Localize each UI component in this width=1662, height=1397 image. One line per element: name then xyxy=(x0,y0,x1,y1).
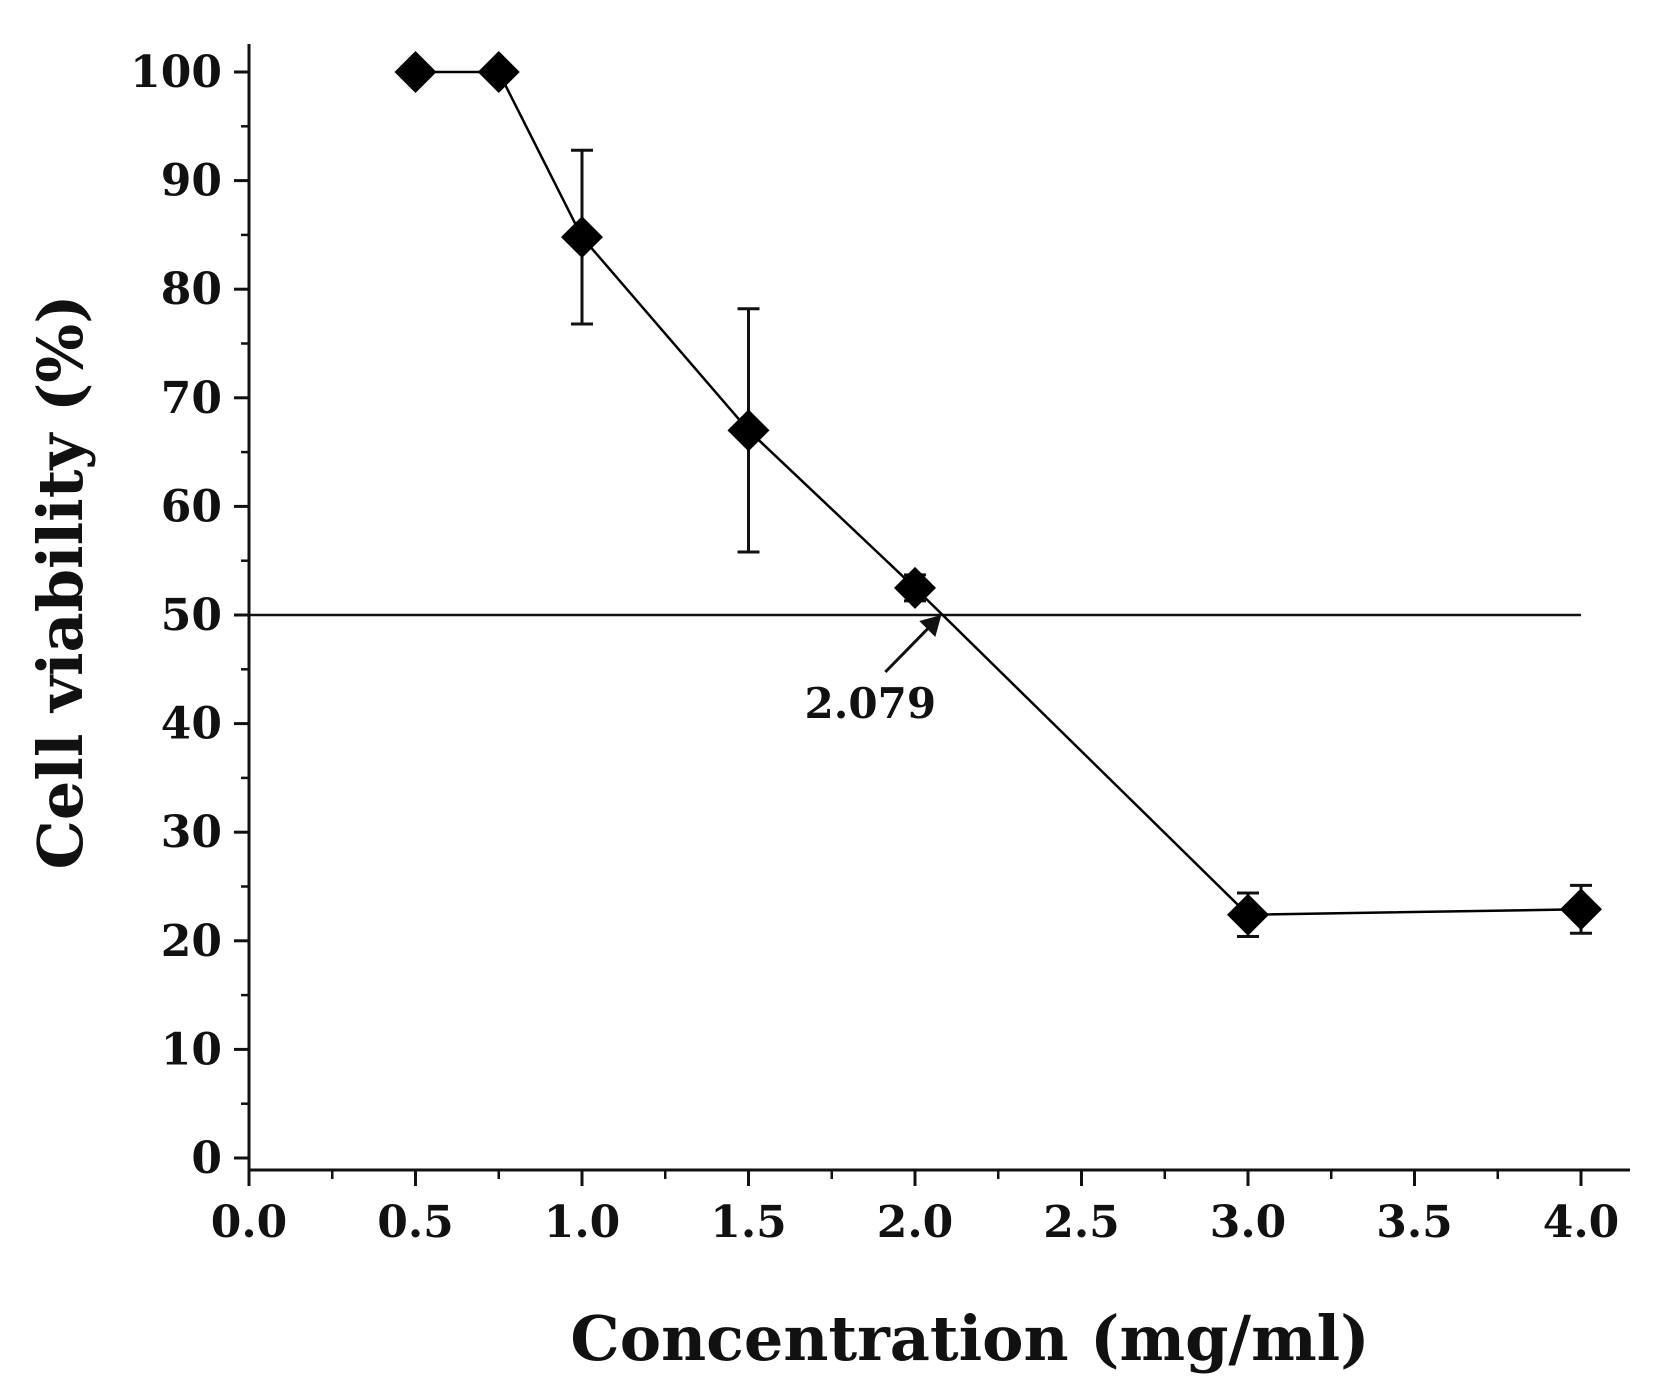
y-axis-title: Cell viability (%) xyxy=(24,294,97,869)
x-tick-label: 3.0 xyxy=(1210,1197,1287,1248)
data-point-marker xyxy=(727,409,770,452)
data-point-marker xyxy=(477,51,520,93)
y-tick-label: 60 xyxy=(161,481,222,532)
y-tick-label: 40 xyxy=(161,699,222,750)
y-tick-label: 30 xyxy=(161,807,222,858)
y-tick-label: 10 xyxy=(161,1024,222,1075)
annotation-arrow-head xyxy=(919,615,942,637)
y-tick-label: 100 xyxy=(130,47,222,98)
y-tick-label: 70 xyxy=(161,373,222,424)
y-tick-label: 50 xyxy=(161,590,222,641)
axes: 0.0 0.5 1.0 1.5 2.0 2.5 3.0 3.5 4.0 0 10 20 30 40 50 60… xyxy=(130,44,1630,1248)
x-tick-label: 3.5 xyxy=(1376,1197,1453,1248)
data-point-marker xyxy=(1227,893,1269,936)
x-tick-label: 1.0 xyxy=(544,1197,621,1248)
annotation-arrow-line xyxy=(884,619,937,674)
data-point-marker xyxy=(894,566,936,609)
series-line xyxy=(415,70,1582,916)
x-axis-title: Concentration (mg/ml) xyxy=(570,1302,1369,1375)
series-layer xyxy=(394,51,1602,938)
data-point-marker xyxy=(1560,888,1602,931)
data-point-marker xyxy=(394,51,437,93)
y-tick-label: 80 xyxy=(161,264,222,315)
x-tick-label: 0.0 xyxy=(211,1197,288,1248)
x-tick-label: 2.0 xyxy=(877,1197,954,1248)
y-tick-label: 90 xyxy=(161,156,222,207)
annotation-label: 2.079 xyxy=(805,679,937,728)
x-tick-label: 2.5 xyxy=(1043,1197,1120,1248)
y-tick-label: 0 xyxy=(191,1133,222,1184)
data-point-marker xyxy=(561,216,603,259)
annotation-layer: 2.079 xyxy=(805,615,942,728)
x-tick-label: 1.5 xyxy=(710,1197,787,1248)
y-tick-label: 20 xyxy=(161,916,222,967)
x-tick-label: 4.0 xyxy=(1543,1197,1620,1248)
x-tick-label: 0.5 xyxy=(377,1197,454,1248)
